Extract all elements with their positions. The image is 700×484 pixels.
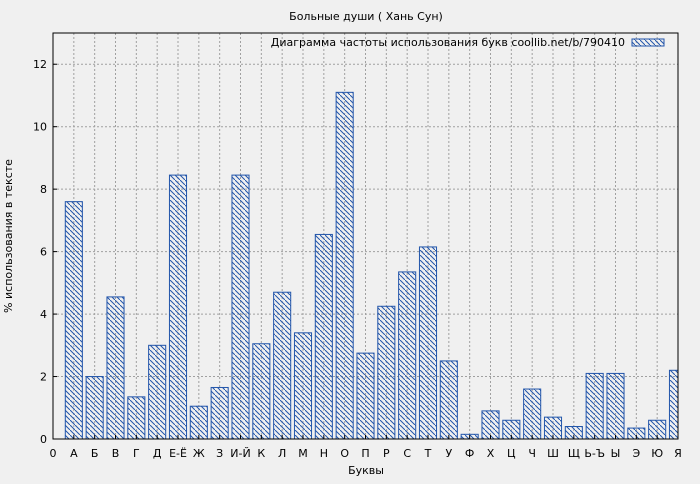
- bar-У: [439, 360, 458, 440]
- x-tick-label: К: [257, 447, 265, 460]
- bar-Е-Ё: [168, 174, 188, 440]
- bar-В: [106, 296, 125, 440]
- y-tick-label: 4: [40, 308, 47, 321]
- x-tick-label: Ю: [651, 447, 663, 460]
- x-tick-label: Ж: [193, 447, 205, 460]
- x-tick-label: В: [112, 447, 120, 460]
- x-tick-label: Б: [91, 447, 99, 460]
- bar-Г: [127, 396, 146, 440]
- x-tick-label: Р: [383, 447, 390, 460]
- x-tick-label: Е-Ё: [169, 447, 187, 460]
- bar-Ь-Ъ: [585, 372, 604, 440]
- bar-Ж: [189, 405, 208, 440]
- bar-Я: [668, 369, 679, 440]
- x-tick-label: Т: [424, 447, 432, 460]
- y-axis-label: % использования в тексте: [2, 159, 15, 313]
- bar-К: [252, 343, 271, 440]
- legend-swatch: [631, 38, 665, 47]
- x-tick-label: Я: [674, 447, 682, 460]
- x-tick-label: Л: [278, 447, 286, 460]
- y-tick-label: 10: [33, 121, 47, 134]
- bar-П: [356, 352, 375, 440]
- x-tick-label: Ы: [611, 447, 621, 460]
- x-tick-label: И-Й: [230, 447, 250, 460]
- x-tick-label: П: [361, 447, 369, 460]
- x-tick-label: Ш: [547, 447, 559, 460]
- bar-Л: [273, 291, 292, 440]
- bar-А: [64, 201, 83, 440]
- x-tick-label: М: [298, 447, 308, 460]
- y-tick-label: 12: [33, 58, 47, 71]
- x-tick-label: Н: [320, 447, 328, 460]
- x-tick-label: О: [340, 447, 349, 460]
- bar-Д: [148, 344, 167, 440]
- bar-О: [335, 91, 354, 440]
- bar-С: [398, 271, 417, 440]
- chart-title: Больные души ( Хань Сун): [289, 10, 443, 23]
- bar-И-Й: [231, 174, 250, 440]
- grid-lines: [53, 33, 678, 439]
- bar-Б: [85, 376, 104, 440]
- bars-group: [64, 91, 679, 440]
- x-tick-label: З: [216, 447, 223, 460]
- x-tick-label: Ч: [528, 447, 536, 460]
- x-tick-label: У: [445, 447, 452, 460]
- y-tick-label: 8: [40, 183, 47, 196]
- bar-Р: [377, 305, 396, 440]
- legend-label: Диаграмма частоты использования букв coo…: [271, 36, 625, 49]
- legend: Диаграмма частоты использования букв coo…: [271, 36, 665, 49]
- bar-М: [293, 332, 313, 440]
- x-tick-label-origin: 0: [50, 447, 57, 460]
- x-tick-label: Д: [153, 447, 162, 460]
- y-tick-label: 0: [40, 433, 47, 446]
- x-tick-label: Ф: [465, 447, 474, 460]
- x-tick-label: С: [403, 447, 411, 460]
- x-tick-label: Щ: [568, 447, 580, 460]
- bar-Х: [481, 410, 500, 440]
- bar-Н: [314, 233, 333, 440]
- x-tick-label: Ц: [507, 447, 516, 460]
- x-tick-label: А: [70, 447, 78, 460]
- bar-Ч: [523, 388, 542, 440]
- y-tick-label: 2: [40, 371, 47, 384]
- x-tick-label: Х: [487, 447, 495, 460]
- x-tick-label: Ь-Ъ: [584, 447, 605, 460]
- bar-З: [210, 386, 229, 440]
- x-tick-label: Г: [133, 447, 140, 460]
- bar-Т: [418, 246, 438, 440]
- x-axis-label: Буквы: [348, 464, 384, 477]
- x-tick-label: Э: [632, 447, 640, 460]
- y-tick-label: 6: [40, 246, 47, 259]
- bar-Ы: [606, 372, 625, 440]
